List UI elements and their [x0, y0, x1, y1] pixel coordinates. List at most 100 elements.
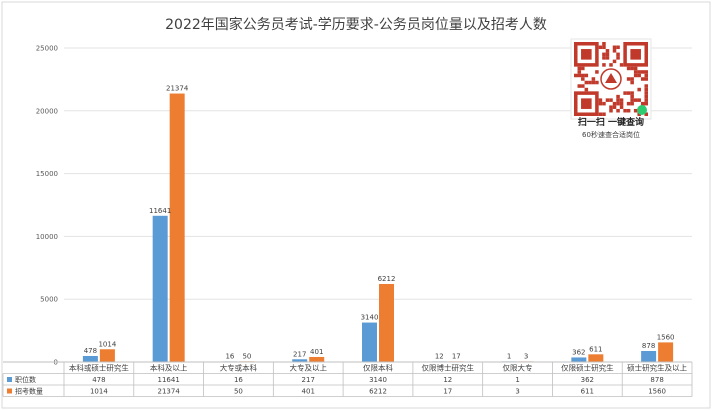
qr-module [630, 66, 634, 71]
qr-module [644, 84, 648, 88]
bar [152, 215, 168, 362]
qr-module [619, 105, 624, 109]
qr-module [640, 77, 645, 81]
legend-swatch [7, 388, 12, 394]
bar [82, 355, 98, 362]
data-label: 611 [589, 345, 602, 353]
qr-module [616, 94, 620, 99]
table-cell: 12 [443, 376, 452, 384]
data-label: 1 [507, 352, 511, 360]
bar [309, 356, 325, 362]
qr-finder [581, 49, 592, 60]
data-label: 401 [310, 348, 323, 356]
bar [99, 349, 115, 362]
y-tick-label: 25000 [36, 45, 58, 53]
qr-module [577, 70, 582, 74]
qr-module [616, 108, 620, 113]
qr-module [623, 108, 627, 113]
table-cell: 17 [443, 388, 452, 396]
qr-module [644, 87, 648, 92]
data-label: 1560 [657, 333, 675, 341]
qr-module [630, 80, 634, 85]
x-category-label: 仅限博士研究生 [422, 363, 475, 373]
qr-module [605, 56, 610, 60]
qr-module [630, 91, 634, 95]
table-cell: 611 [581, 388, 594, 396]
qr-module [644, 101, 648, 106]
bar [292, 359, 308, 362]
qr-module [644, 94, 648, 99]
data-label: 1014 [98, 340, 116, 348]
y-tick-label: 15000 [36, 170, 58, 178]
qr-module [623, 91, 627, 95]
x-category-label: 硕士研究生及以上 [627, 363, 687, 373]
qr-module [640, 70, 645, 74]
qr-module [626, 101, 631, 106]
qr-module [577, 84, 582, 88]
x-category-label: 大专或本科 [220, 363, 258, 373]
table-cell: 362 [581, 376, 594, 384]
x-category-label: 仅限硕士研究生 [561, 363, 614, 373]
qr-module [609, 63, 613, 67]
x-category-label: 大专及以上 [289, 363, 327, 373]
bar [379, 283, 394, 362]
y-tick-label: 20000 [36, 107, 58, 115]
qr-module [595, 70, 599, 74]
data-label: 21374 [166, 85, 189, 93]
x-category-label: 本科或硕士研究生 [69, 363, 129, 373]
x-category-label: 仅限大专 [503, 363, 533, 373]
qr-module [616, 56, 620, 60]
legend-label: 职位数 [15, 375, 36, 384]
qr-module [577, 73, 582, 78]
qr-module [581, 77, 585, 81]
table-cell: 11641 [158, 376, 180, 384]
qr-caption-scan: 扫一扫 一键查询 [578, 116, 644, 128]
qr-module [602, 63, 606, 67]
y-tick-label: 10000 [36, 233, 58, 241]
qr-module [626, 66, 631, 71]
qr-module [637, 70, 641, 74]
qr-module [637, 112, 641, 116]
data-label: 50 [242, 352, 251, 360]
qr-module [591, 80, 596, 85]
qr-module [602, 52, 606, 57]
qr-module [644, 73, 648, 78]
qr-module [616, 98, 620, 102]
chart-title: 2022年国家公务员考试-学历要求-公务员岗位量以及招考人数 [165, 16, 547, 33]
qr-module [633, 70, 638, 74]
qr-module [644, 98, 648, 102]
table-cell: 878 [650, 376, 663, 384]
bar [169, 93, 185, 363]
qr-module [630, 77, 634, 81]
data-label: 6212 [378, 275, 396, 283]
x-category-label: 本科及以上 [150, 363, 188, 373]
qr-module [605, 98, 610, 102]
table-cell: 1560 [648, 388, 666, 396]
qr-finder [581, 98, 592, 109]
data-label: 878 [642, 342, 655, 350]
wechat-icon [637, 105, 647, 115]
qr-module [644, 70, 648, 74]
qr-module [619, 101, 624, 106]
table-cell: 217 [302, 376, 315, 384]
y-tick-label: 5000 [40, 296, 58, 304]
qr-module [630, 101, 634, 106]
qr-code-promo[interactable] [570, 38, 652, 120]
qr-module [609, 98, 613, 102]
qr-module [633, 66, 638, 71]
qr-module [619, 63, 624, 67]
qr-module [598, 45, 603, 50]
qr-module [577, 66, 582, 71]
table-cell: 6212 [369, 388, 387, 396]
qr-module [605, 52, 610, 57]
data-label: 362 [572, 348, 585, 356]
qr-module [598, 98, 603, 102]
qr-module [602, 112, 606, 116]
qr-module [584, 80, 589, 85]
qr-module [616, 101, 620, 106]
qr-module [626, 77, 631, 81]
qr-module [612, 105, 617, 109]
data-label: 3140 [361, 314, 379, 322]
